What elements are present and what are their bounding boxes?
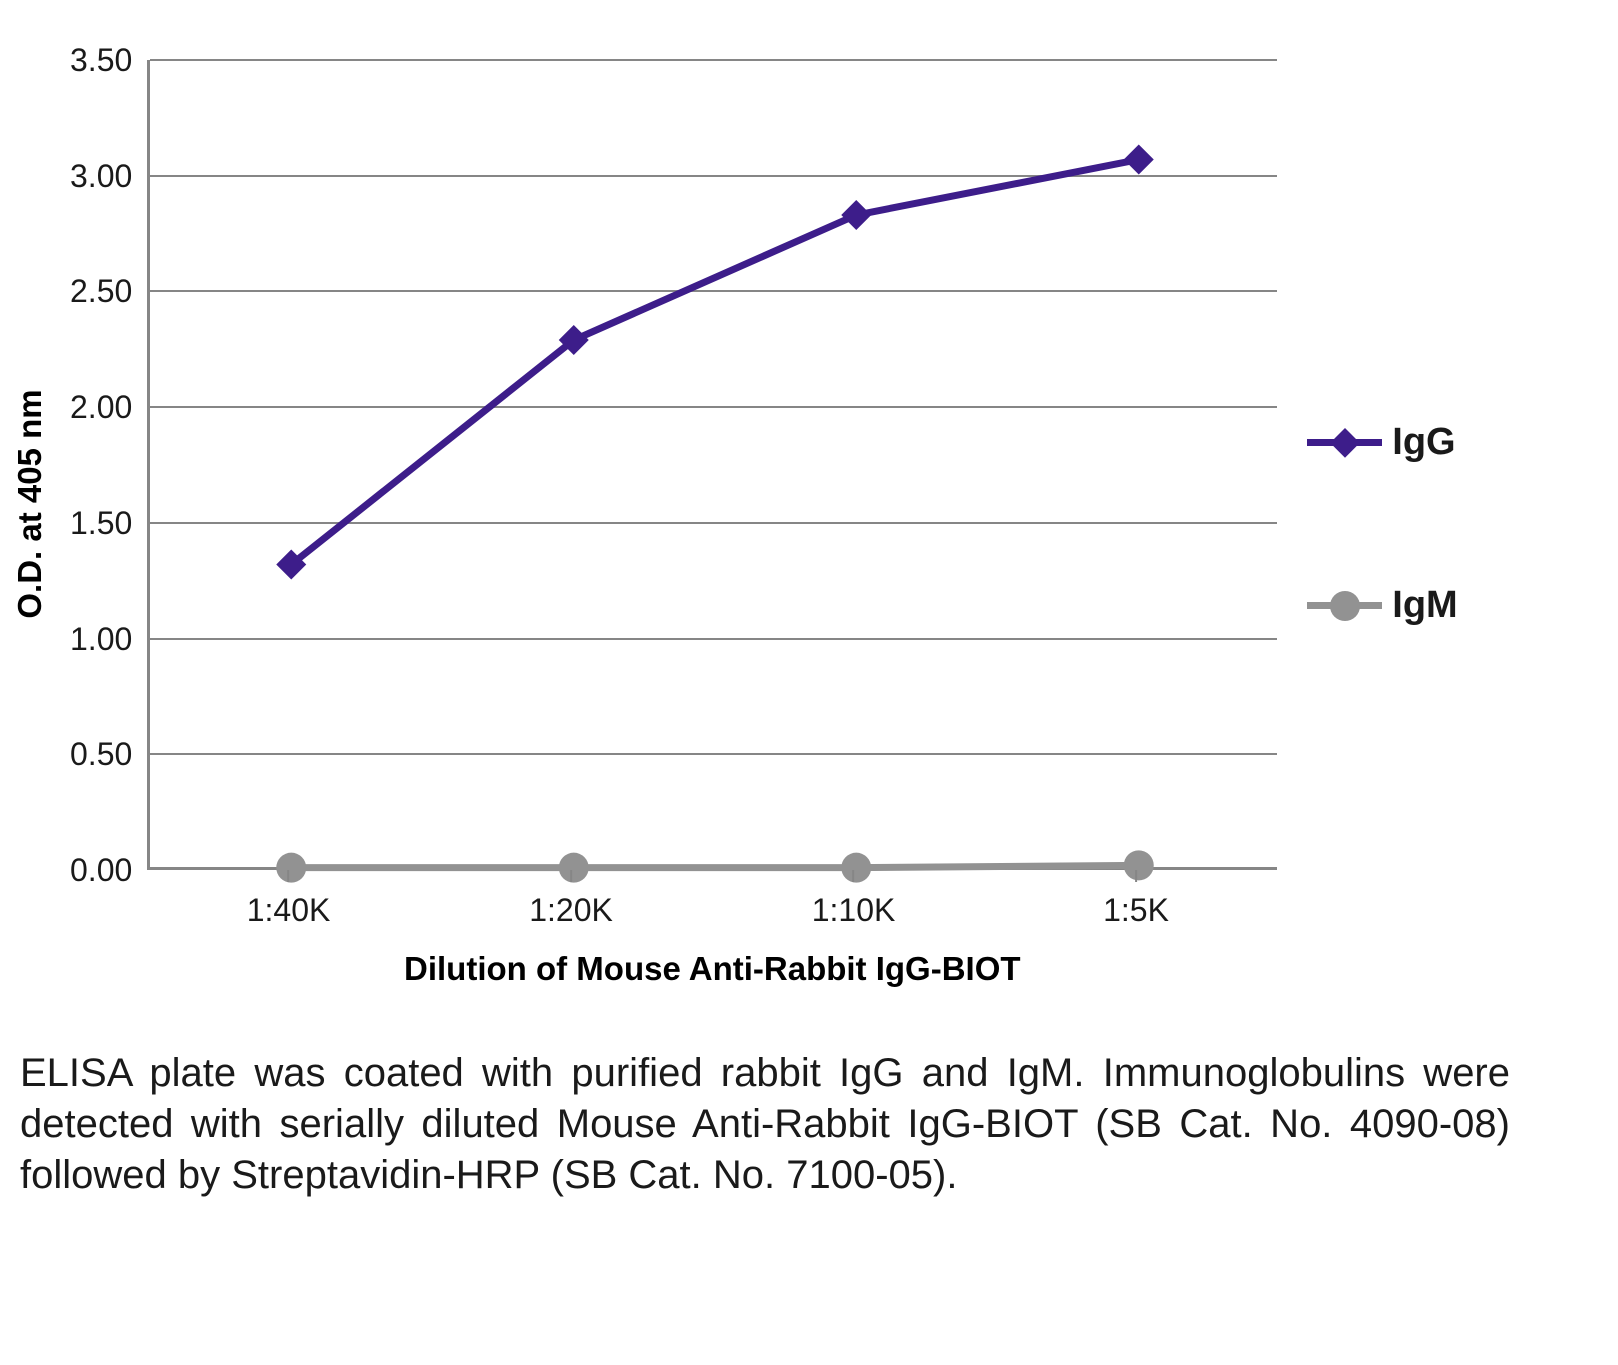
series-line-IgM [292, 865, 1140, 867]
legend-swatch [1307, 439, 1382, 446]
legend-item-IgG: IgG [1307, 421, 1457, 464]
x-tick-mark [288, 870, 290, 882]
x-tick: 1:20K [529, 870, 613, 929]
plot-area [147, 60, 1277, 870]
legend: IgG IgM [1307, 60, 1457, 988]
x-axis-ticks: 1:40K1:20K1:10K1:5K [147, 870, 1277, 920]
legend-item-IgM: IgM [1307, 584, 1457, 627]
chart-main: 3.503.002.502.001.501.000.500.00 1:40K1:… [70, 60, 1277, 988]
x-tick-mark [853, 870, 855, 882]
x-tick-mark [1135, 870, 1137, 882]
x-tick: 1:10K [812, 870, 896, 929]
x-tick-label: 1:5K [1103, 892, 1169, 929]
legend-label: IgG [1392, 421, 1455, 464]
plot-svg [150, 60, 1280, 870]
legend-swatch [1307, 602, 1382, 609]
x-tick: 1:40K [247, 870, 331, 929]
x-tick-mark [570, 870, 572, 882]
legend-marker-circle-icon [1330, 591, 1360, 621]
caption-text: ELISA plate was coated with purified rab… [20, 1048, 1510, 1202]
series-marker-IgG [842, 200, 872, 230]
chart-container: O.D. at 405 nm 3.503.002.502.001.501.000… [20, 20, 1558, 988]
y-axis-label: O.D. at 405 nm [11, 389, 49, 618]
legend-label: IgM [1392, 584, 1457, 627]
series-marker-IgG [1124, 145, 1154, 175]
x-tick-label: 1:10K [812, 892, 896, 929]
series-line-IgG [292, 160, 1140, 565]
x-tick: 1:5K [1103, 870, 1169, 929]
y-axis-ticks: 3.503.002.502.001.501.000.500.00 [70, 60, 132, 870]
x-axis-label: Dilution of Mouse Anti-Rabbit IgG-BIOT [147, 950, 1277, 988]
legend-marker-diamond-icon [1330, 428, 1360, 458]
x-tick-label: 1:20K [529, 892, 613, 929]
x-tick-label: 1:40K [247, 892, 331, 929]
